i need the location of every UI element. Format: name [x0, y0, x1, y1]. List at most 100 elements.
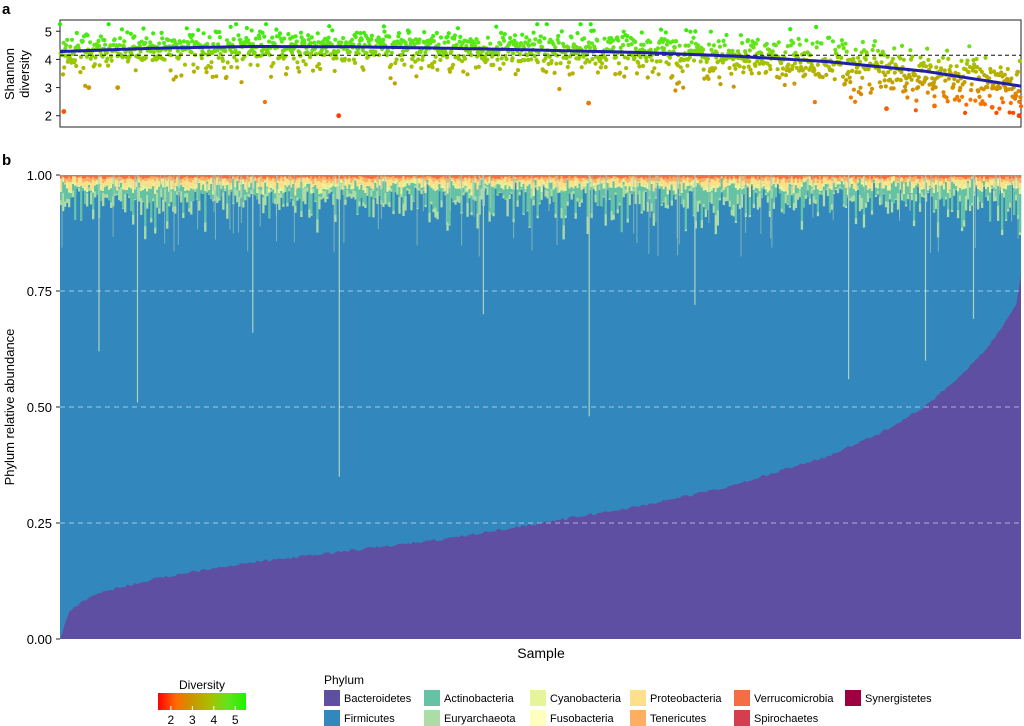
diversity-point: [360, 48, 365, 53]
minor-phylum-segment: [576, 188, 579, 198]
minor-phylum-segment: [64, 201, 67, 207]
diversity-point: [790, 64, 795, 69]
minor-phylum-segment: [462, 192, 465, 196]
minor-phylum-segment: [944, 180, 948, 183]
minor-phylum-segment: [260, 187, 263, 191]
minor-phylum-segment: [596, 177, 599, 180]
minor-phylum-segment: [522, 183, 525, 184]
diversity-point: [907, 74, 912, 79]
minor-phylum-segment: [846, 177, 850, 183]
diversity-point: [524, 53, 530, 58]
minor-phylum-segment: [516, 200, 519, 207]
minor-phylum-segment: [490, 178, 493, 181]
minor-phylum-segment: [820, 194, 824, 195]
minor-phylum-segment: [776, 175, 780, 178]
minor-phylum-segment: [304, 178, 307, 182]
diversity-point: [413, 37, 418, 42]
y-tick-label: 4: [45, 52, 52, 67]
minor-phylum-segment: [566, 178, 569, 180]
minor-phylum-segment: [1014, 189, 1018, 195]
minor-phylum-segment: [888, 185, 892, 191]
minor-phylum-segment: [814, 185, 818, 200]
minor-phylum-segment: [902, 183, 906, 192]
minor-phylum-segment: [720, 177, 723, 179]
minor-phylum-segment: [452, 183, 455, 186]
minor-phylum-segment: [486, 185, 489, 187]
minor-phylum-segment: [850, 179, 854, 185]
minor-phylum-segment: [282, 181, 285, 189]
minor-phylum-segment: [626, 182, 629, 192]
colorbar-tick-label: 3: [189, 713, 196, 726]
minor-phylum-segment: [686, 192, 689, 209]
diversity-point: [224, 74, 229, 80]
minor-phylum-segment: [436, 189, 439, 212]
minor-phylum-segment: [882, 185, 886, 189]
minor-phylum-segment: [200, 189, 203, 194]
diversity-point: [359, 37, 364, 42]
minor-phylum-segment: [870, 178, 874, 183]
diversity-point: [701, 47, 706, 52]
minor-phylum-segment: [964, 179, 968, 186]
minor-phylum-segment: [150, 218, 153, 223]
diversity-point: [97, 43, 102, 48]
minor-phylum-segment: [984, 183, 988, 189]
minor-phylum-segment: [660, 183, 663, 187]
minor-phylum-segment: [66, 180, 69, 183]
minor-phylum-segment: [234, 179, 237, 183]
minor-phylum-segment: [272, 201, 275, 203]
minor-phylum-segment: [766, 175, 770, 177]
diversity-point: [1014, 93, 1019, 98]
minor-phylum-segment: [662, 201, 665, 203]
minor-phylum-segment: [64, 178, 67, 184]
minor-phylum-segment: [468, 178, 471, 185]
minor-phylum-segment: [734, 220, 737, 223]
diversity-point: [1011, 110, 1016, 115]
minor-phylum-segment: [788, 175, 792, 178]
minor-phylum-spike: [114, 175, 116, 196]
minor-phylum-segment: [378, 185, 381, 196]
minor-phylum-segment: [962, 175, 966, 179]
diversity-point: [871, 43, 876, 48]
minor-phylum-segment: [536, 176, 539, 180]
minor-phylum-segment: [694, 177, 697, 184]
minor-phylum-segment: [732, 183, 735, 205]
diversity-point: [452, 33, 457, 38]
diversity-point: [673, 39, 679, 44]
minor-phylum-spike: [173, 175, 175, 252]
minor-phylum-segment: [540, 192, 543, 200]
minor-phylum-segment: [766, 192, 770, 197]
minor-phylum-segment: [364, 193, 367, 205]
minor-phylum-segment: [182, 175, 185, 178]
minor-phylum-segment: [774, 185, 778, 188]
minor-phylum-segment: [852, 175, 856, 177]
diversity-point: [414, 51, 420, 56]
minor-phylum-segment: [404, 196, 407, 211]
minor-phylum-segment: [296, 187, 299, 189]
minor-phylum-segment: [428, 212, 431, 223]
diversity-point: [217, 35, 222, 40]
minor-phylum-segment: [250, 183, 253, 190]
minor-phylum-segment: [808, 185, 812, 199]
minor-phylum-segment: [360, 175, 363, 177]
minor-phylum-segment: [92, 192, 95, 210]
minor-phylum-segment: [630, 176, 633, 179]
diversity-point: [759, 51, 764, 56]
minor-phylum-segment: [226, 203, 229, 219]
diversity-point: [737, 64, 742, 69]
minor-phylum-segment: [686, 175, 689, 177]
diversity-point: [948, 64, 953, 69]
minor-phylum-segment: [408, 182, 411, 186]
minor-phylum-spike: [380, 175, 382, 219]
minor-phylum-segment: [388, 186, 391, 191]
minor-phylum-segment: [758, 178, 762, 180]
minor-phylum-segment: [302, 186, 305, 189]
minor-phylum-segment: [888, 190, 892, 194]
minor-phylum-segment: [922, 175, 926, 178]
minor-phylum-segment: [404, 180, 407, 182]
minor-phylum-segment: [990, 185, 994, 187]
minor-phylum-segment: [634, 184, 637, 188]
diversity-point: [702, 76, 707, 81]
diversity-point: [225, 60, 230, 65]
minor-phylum-segment: [552, 189, 555, 202]
minor-phylum-segment: [914, 179, 918, 186]
